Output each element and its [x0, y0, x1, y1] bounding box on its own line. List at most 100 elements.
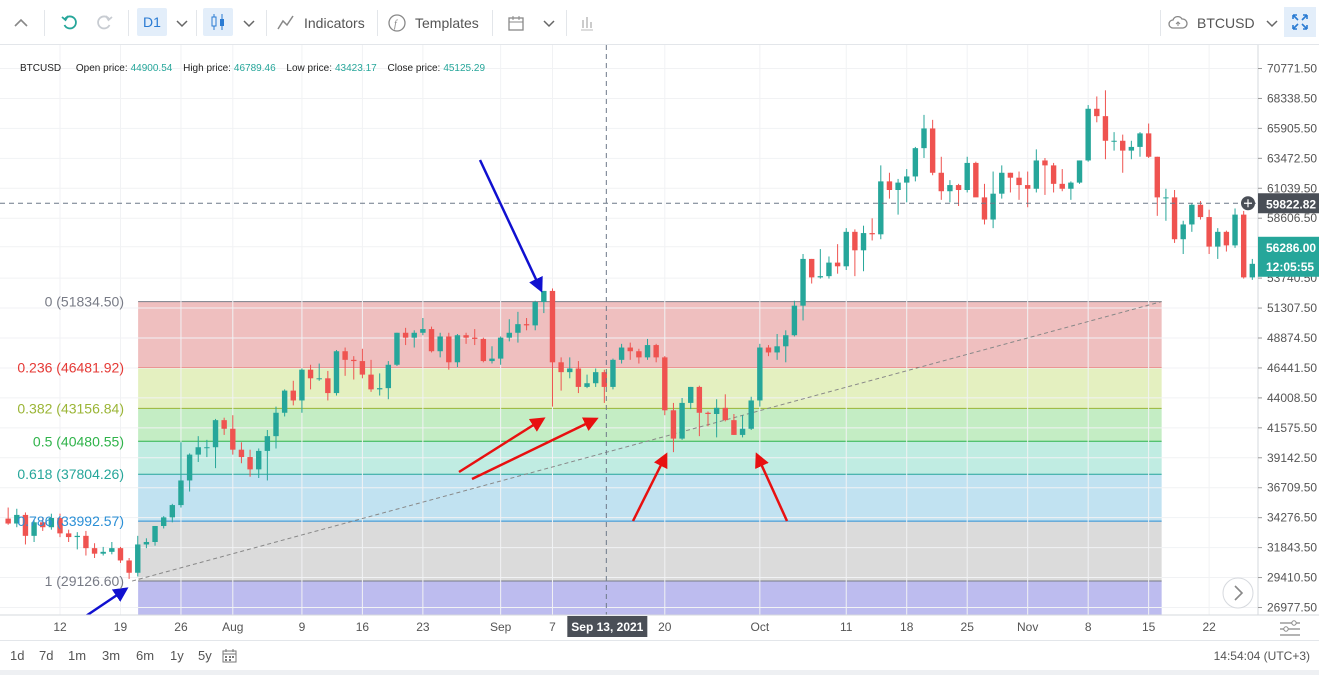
candle-body	[480, 338, 487, 362]
crosshair-price-label: 59822.82	[1266, 197, 1316, 211]
candle-body	[618, 347, 625, 360]
indicators-button[interactable]: Indicators	[276, 0, 365, 45]
range-7d-button[interactable]: 7d	[39, 648, 54, 663]
candle-body	[152, 525, 158, 542]
indicators-icon	[277, 15, 294, 29]
candle-body	[385, 364, 392, 389]
candle-body	[722, 407, 728, 421]
candle-body	[402, 332, 409, 338]
annotation-arrow	[631, 452, 668, 522]
candle-body	[1016, 177, 1022, 186]
templates-icon: f	[388, 13, 406, 32]
undo-icon[interactable]	[60, 0, 80, 45]
low-label: Low price:	[286, 63, 332, 74]
compare-bars-icon[interactable]	[578, 0, 596, 45]
candle-body	[947, 185, 953, 192]
candle-body	[454, 335, 461, 363]
candle-body	[1050, 165, 1057, 184]
candle-body	[558, 362, 564, 373]
candle-body	[83, 535, 89, 549]
candle-body	[281, 390, 288, 413]
templates-button[interactable]: f Templates	[387, 0, 479, 45]
time-tick-label: Aug	[222, 620, 243, 634]
crosshair-date-box	[567, 616, 648, 637]
plus-icon	[1244, 199, 1252, 208]
time-tick-label: 19	[114, 620, 128, 634]
redo-icon[interactable]	[94, 0, 114, 45]
fib-level-label: 1 (29126.60)	[45, 573, 124, 589]
candle-body	[1189, 204, 1195, 225]
candle-body	[532, 301, 538, 326]
range-1y-button[interactable]: 1y	[170, 648, 184, 663]
price-tick-label: 29410.50	[1267, 571, 1317, 585]
slider-knob	[1291, 620, 1297, 626]
symbol-selector[interactable]: BTCUSD	[1168, 0, 1279, 45]
candle-body	[705, 412, 711, 414]
candle-body	[290, 390, 296, 401]
time-tick-label: 12	[53, 620, 67, 634]
candle-body	[342, 351, 348, 360]
range-1m-button[interactable]: 1m	[68, 648, 87, 663]
candle-body	[428, 329, 435, 352]
time-tick-label: 11	[840, 620, 853, 634]
candle-body	[1171, 197, 1178, 240]
fib-level-label: 0 (51834.50)	[45, 294, 124, 310]
candle-body	[169, 505, 176, 518]
candle-body	[1033, 160, 1040, 189]
candle-body	[1180, 224, 1186, 240]
fib-level-label: 0.786 (33992.57)	[17, 513, 124, 529]
candle-body	[221, 420, 227, 429]
chart-type-dropdown-chevron-icon[interactable]	[242, 0, 256, 45]
clock: 14:54:04 (UTC+3)	[1213, 649, 1310, 663]
range-1d-button[interactable]: 1d	[10, 648, 25, 663]
interval-dropdown-chevron-icon[interactable]	[175, 0, 189, 45]
time-tick-label: 25	[961, 620, 975, 634]
price-tick-label: 58606.50	[1267, 211, 1317, 225]
candle-body	[662, 357, 668, 411]
annotation-arrow	[471, 417, 599, 481]
candlestick-chart-type-button[interactable]	[203, 8, 233, 36]
date-range-calendar-icon[interactable]	[222, 648, 237, 663]
candle-body	[160, 517, 167, 526]
price-tick-label: 36709.50	[1267, 481, 1317, 495]
collapse-chevron-up-icon[interactable]	[12, 0, 30, 45]
candle-body	[748, 400, 754, 429]
candle-body	[1128, 146, 1135, 151]
interval-button[interactable]: D1	[137, 8, 167, 36]
fib-level-label: 0.382 (43156.84)	[17, 400, 124, 416]
candle-body	[817, 276, 824, 278]
candle-body	[212, 420, 219, 448]
candle-body	[307, 369, 314, 379]
fullscreen-button[interactable]	[1284, 7, 1316, 37]
range-6m-button[interactable]: 6m	[136, 648, 155, 663]
candle-body	[852, 231, 858, 251]
candle-body	[929, 128, 936, 173]
fib-band	[138, 367, 1162, 409]
candle-body	[22, 514, 29, 536]
fib-band	[138, 474, 1162, 522]
range-5y-button[interactable]: 5y	[198, 648, 212, 663]
calendar-icon[interactable]	[507, 0, 525, 45]
candle-body	[5, 518, 11, 524]
candle-body	[739, 428, 746, 435]
candle-body	[1007, 172, 1014, 178]
interval-label: D1	[143, 14, 161, 30]
candle-body	[143, 541, 150, 545]
candle-body	[644, 345, 651, 358]
candle-body	[247, 457, 253, 470]
candle-body	[912, 148, 919, 177]
candle-body	[800, 258, 806, 306]
price-tick-label: 61039.50	[1267, 181, 1317, 195]
candle-body	[351, 359, 357, 362]
price-chart[interactable]: 70771.50 68338.50 65905.50 63472.50 61039.50…	[0, 45, 1319, 640]
candle-body	[765, 347, 772, 353]
fib-band	[138, 301, 1162, 368]
candle-body	[376, 388, 383, 390]
time-tick-label: 22	[1202, 620, 1216, 634]
range-3m-button[interactable]: 3m	[102, 648, 121, 663]
candle-body	[653, 345, 659, 358]
candle-body	[411, 332, 417, 338]
candle-body	[359, 361, 366, 375]
candle-body	[843, 231, 849, 267]
calendar-dropdown-chevron-icon[interactable]	[542, 0, 556, 45]
